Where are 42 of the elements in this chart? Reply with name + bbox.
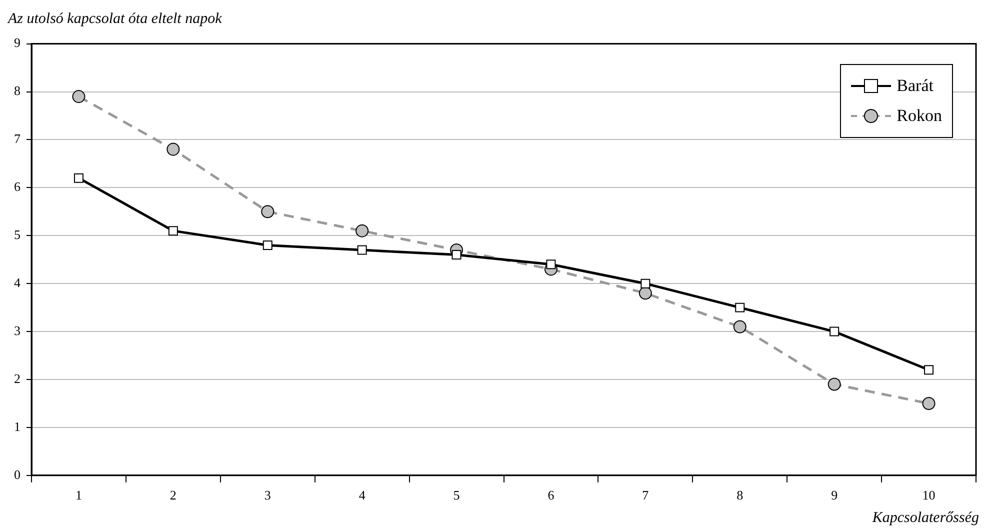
point: [357, 245, 367, 255]
y-tick-label: 9: [14, 35, 20, 50]
y-tick-label: 5: [14, 227, 20, 242]
point: [735, 302, 745, 312]
y-tick-label: 7: [14, 131, 21, 146]
y-tick-label: 8: [14, 83, 20, 98]
y-tick-label: 2: [14, 370, 20, 386]
x-tick-label: 2: [170, 488, 176, 503]
x-tick-label: 1: [75, 488, 82, 503]
point: [640, 278, 650, 288]
point: [922, 396, 936, 410]
legend-label: Barát: [896, 76, 934, 96]
x-tick-label: 8: [736, 488, 744, 503]
x-tick-label: 9: [831, 488, 838, 503]
point: [262, 240, 272, 250]
point: [74, 173, 84, 183]
x-tick-label: 7: [642, 488, 650, 503]
y-tick-label: 3: [14, 322, 20, 338]
point: [924, 365, 934, 375]
y-tick-label: 4: [14, 275, 21, 290]
x-tick-label: 10: [922, 488, 936, 503]
point: [452, 250, 462, 260]
y-axis-title: Az utolsó kapcsolat óta eltelt napok: [8, 10, 223, 29]
point: [830, 326, 840, 336]
y-tick-label: 1: [14, 418, 20, 434]
point: [638, 286, 652, 300]
point: [166, 142, 180, 156]
point: [733, 320, 746, 334]
x-tick-label: 5: [453, 488, 460, 503]
point: [828, 378, 841, 391]
legend-label: Rokon: [896, 106, 942, 126]
point: [72, 90, 86, 104]
point: [261, 205, 274, 218]
x-tick-label: 4: [358, 488, 366, 503]
point: [356, 224, 369, 238]
point: [546, 260, 556, 270]
x-tick-label: 3: [264, 488, 271, 503]
point: [168, 226, 178, 236]
y-tick-label: 0: [14, 466, 20, 482]
x-tick-label: 6: [548, 488, 555, 503]
x-axis-title: Kapcsolaterősség: [871, 510, 980, 527]
y-tick-label: 6: [14, 179, 21, 194]
